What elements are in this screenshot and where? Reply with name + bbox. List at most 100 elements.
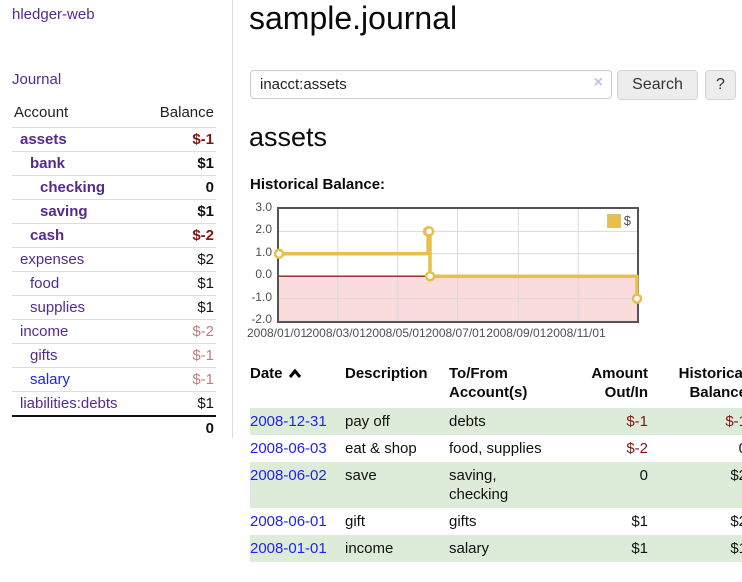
- nav-journal-link[interactable]: Journal: [12, 71, 62, 88]
- transaction-description: income: [345, 540, 394, 557]
- sidebar: hledger-web Journal Account Balance asse…: [0, 0, 233, 438]
- transaction-accounts: gifts: [449, 513, 477, 530]
- account-link-salary[interactable]: salary: [30, 371, 71, 388]
- search-input[interactable]: [250, 70, 612, 99]
- x-tick-label: 2008/01/01: [246, 326, 308, 340]
- transactions-table: Date Description To/From Account(s) Amou…: [250, 360, 742, 562]
- chart-legend: $: [604, 212, 633, 229]
- search-button[interactable]: Search: [617, 70, 698, 100]
- chevron-up-icon: [288, 368, 301, 378]
- account-row-cash: cash $-2: [12, 223, 216, 248]
- account-link-saving[interactable]: saving: [40, 203, 88, 220]
- account-row-gifts: gifts $-1: [12, 343, 216, 368]
- account-balance: $-2: [192, 227, 214, 244]
- account-row-liabilities-debts: liabilities:debts $1: [12, 391, 216, 417]
- account-balance: $1: [197, 395, 214, 412]
- x-tick-label: 2008/05/01: [365, 326, 426, 340]
- transaction-date-link[interactable]: 2008-06-02: [250, 467, 327, 484]
- chart-plot-area[interactable]: $: [273, 207, 643, 323]
- column-header-date[interactable]: Date: [250, 360, 345, 408]
- x-tick-label: 2008/11/01: [546, 326, 606, 340]
- account-row-checking: checking 0: [12, 175, 216, 200]
- transaction-balance: 0: [648, 435, 742, 462]
- column-header-balance: Historical Balance: [678, 365, 742, 401]
- transaction-description: eat & shop: [345, 440, 417, 457]
- y-tick-label: 1.0: [255, 244, 272, 259]
- column-header-accounts: To/From Account(s): [449, 365, 528, 401]
- transaction-row: 2008-01-01 income salary $1 $1: [250, 535, 742, 562]
- account-link-gifts[interactable]: gifts: [30, 347, 58, 364]
- search-box: ×: [250, 70, 612, 100]
- account-balance: $1: [197, 275, 214, 292]
- account-balance: $-1: [192, 347, 214, 364]
- transaction-amount: $1: [631, 513, 648, 530]
- transaction-date-link[interactable]: 2008-06-01: [250, 513, 327, 530]
- y-tick-label: -1.0: [251, 289, 272, 304]
- accounts-total: 0: [205, 420, 214, 437]
- account-link-bank[interactable]: bank: [30, 155, 66, 172]
- accounts-header-account: Account: [14, 104, 69, 121]
- transaction-balance: $2: [730, 513, 742, 530]
- transaction-accounts: salary: [449, 540, 490, 557]
- accounts-header-row: Account Balance: [12, 100, 216, 128]
- transaction-description: gift: [345, 513, 366, 530]
- account-link-cash[interactable]: cash: [30, 227, 65, 244]
- transaction-description: save: [345, 467, 377, 484]
- account-balance: $1: [197, 203, 214, 220]
- transaction-balance: $1: [730, 540, 742, 557]
- chart-title: Historical Balance:: [250, 176, 386, 193]
- transaction-accounts: debts: [449, 413, 486, 430]
- account-balance: $1: [197, 155, 214, 172]
- account-link-income[interactable]: income: [20, 323, 69, 340]
- transaction-date-link[interactable]: 2008-01-01: [250, 540, 327, 557]
- legend-label: $: [623, 213, 631, 228]
- account-link-supplies[interactable]: supplies: [30, 299, 86, 316]
- chart-canvas: [273, 209, 643, 321]
- transaction-row: 2008-12-31 pay off debts $-1 $-1: [250, 408, 742, 435]
- brand-link[interactable]: hledger-web: [12, 6, 95, 23]
- transaction-amount: $1: [631, 540, 648, 557]
- page-title: sample.journal: [249, 0, 458, 36]
- accounts-table: Account Balance assets $-1 bank $1 check…: [12, 100, 216, 440]
- y-tick-label: -2.0: [251, 312, 272, 326]
- y-tick-label: 3.0: [255, 200, 272, 214]
- balance-chart: $ 3.0 2.0 1.0 0.0 -1.0 -2.0 2008/01/01 2008/03/…: [238, 200, 658, 345]
- help-button[interactable]: ?: [705, 70, 736, 100]
- column-header-amount: Amount Out/In: [591, 365, 648, 401]
- account-link-checking[interactable]: checking: [40, 179, 106, 196]
- account-link-food[interactable]: food: [30, 275, 60, 292]
- accounts-total-row: 0: [12, 416, 216, 440]
- transaction-date-link[interactable]: 2008-06-03: [250, 440, 327, 457]
- account-link-assets[interactable]: assets: [20, 131, 67, 148]
- y-tick-label: 0.0: [255, 267, 272, 282]
- account-balance: $-1: [192, 131, 214, 148]
- account-balance: $-1: [192, 371, 214, 388]
- clear-search-icon[interactable]: ×: [593, 74, 603, 91]
- x-tick-label: 2008/03/01: [305, 326, 366, 340]
- account-balance: 0: [205, 179, 214, 196]
- account-row-saving: saving $1: [12, 199, 216, 224]
- account-balance: $-2: [192, 323, 214, 340]
- legend-swatch-icon: [606, 213, 621, 228]
- column-header-description: Description: [345, 365, 428, 382]
- transaction-date-link[interactable]: 2008-12-31: [250, 413, 327, 430]
- account-row-expenses: expenses $2: [12, 247, 216, 272]
- register-heading: assets: [249, 122, 328, 152]
- account-row-bank: bank $1: [12, 151, 216, 176]
- account-link-expenses[interactable]: expenses: [20, 251, 85, 268]
- transaction-accounts: food, supplies: [449, 440, 542, 457]
- transaction-balance: $2: [730, 467, 742, 484]
- transaction-row: 2008-06-02 save saving, checking 0 $2: [250, 462, 742, 508]
- transaction-amount: $-2: [626, 440, 648, 457]
- y-tick-label: 2.0: [255, 222, 272, 237]
- account-balance: $1: [197, 299, 214, 316]
- account-balance: $2: [197, 251, 214, 268]
- account-link-liabilities-debts[interactable]: liabilities:debts: [20, 395, 118, 412]
- transaction-accounts: saving, checking: [449, 467, 509, 503]
- transaction-balance: $-1: [725, 413, 742, 430]
- account-row-income: income $-2: [12, 319, 216, 344]
- transaction-amount: $-1: [626, 413, 648, 430]
- transaction-row: 2008-06-01 gift gifts $1 $2: [250, 508, 742, 535]
- transactions-header-row: Date Description To/From Account(s) Amou…: [250, 360, 742, 408]
- transaction-amount: 0: [639, 467, 648, 484]
